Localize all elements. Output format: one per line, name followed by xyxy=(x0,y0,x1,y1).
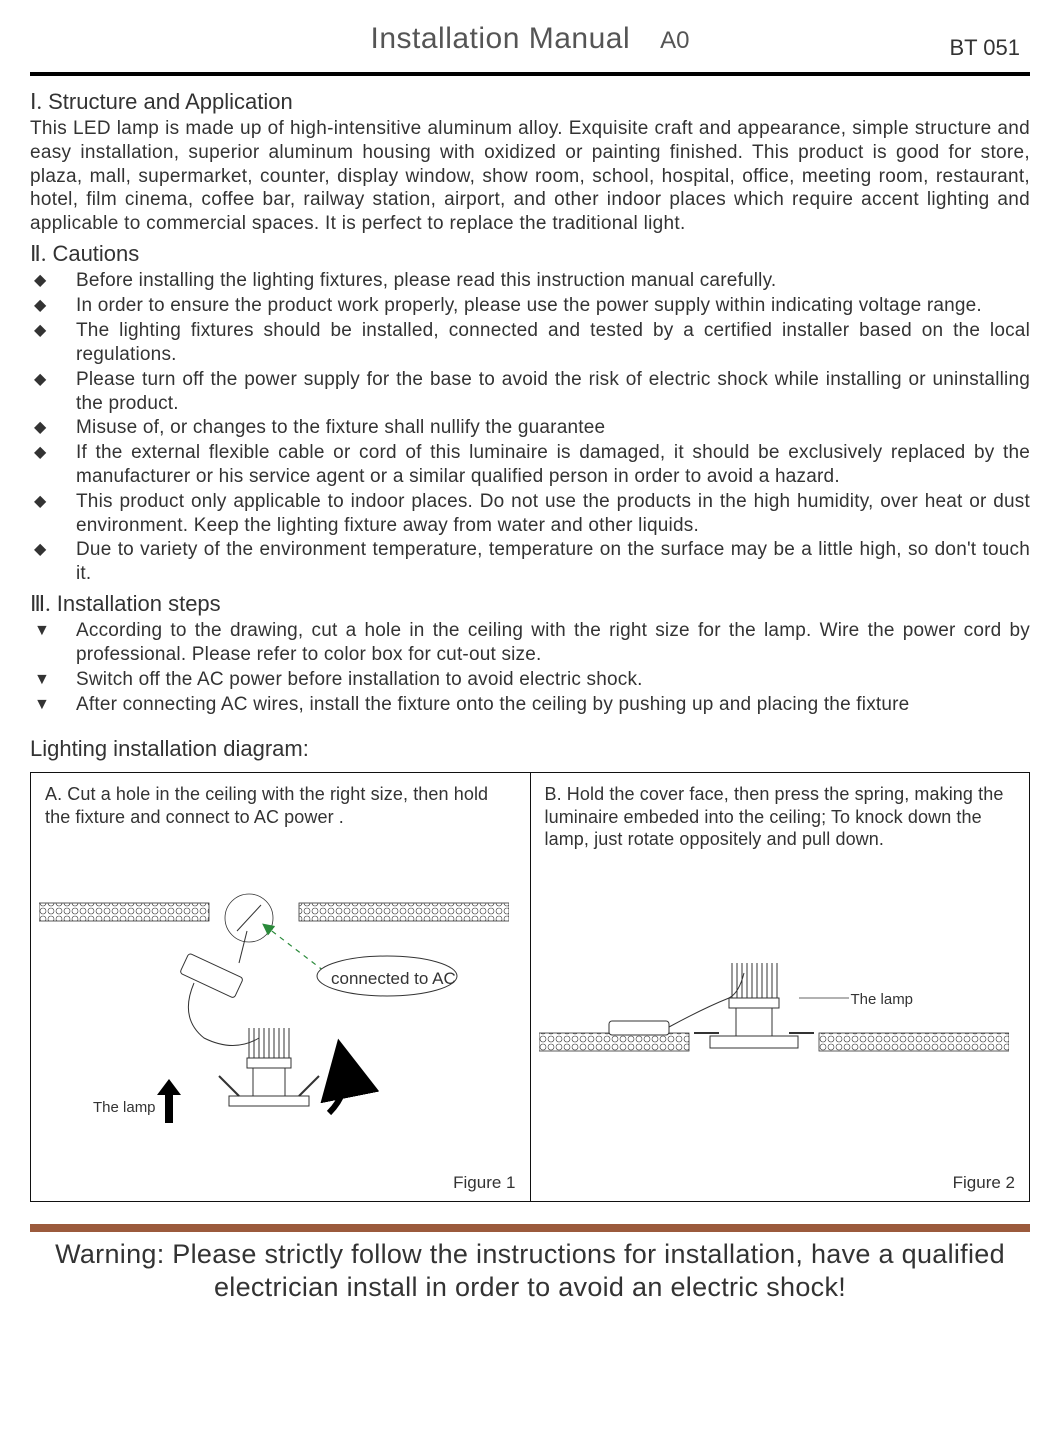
panel-a-lamp-label: The lamp xyxy=(93,1099,156,1118)
step-item: ▼Switch off the AC power before installa… xyxy=(30,668,1030,692)
header-revision: A0 xyxy=(660,26,689,56)
caution-item: ◆Misuse of, or changes to the fixture sh… xyxy=(30,416,1030,440)
diamond-bullet-icon: ◆ xyxy=(30,294,76,318)
diamond-bullet-icon: ◆ xyxy=(30,538,76,562)
step-item: ▼After connecting AC wires, install the … xyxy=(30,693,1030,717)
caution-item: ◆The lighting fixtures should be install… xyxy=(30,319,1030,367)
steps-list: ▼According to the drawing, cut a hole in… xyxy=(30,619,1030,717)
caution-item: ◆Please turn off the power supply for th… xyxy=(30,368,1030,416)
diagram-panel-a: A. Cut a hole in the ceiling with the ri… xyxy=(31,773,530,1201)
panel-b-svg xyxy=(539,843,1009,1163)
panel-b-lamp-label: The lamp xyxy=(851,991,914,1010)
triangle-bullet-icon: ▼ xyxy=(30,668,76,692)
header-title: Installation Manual xyxy=(370,20,630,58)
warning-bar xyxy=(30,1224,1030,1232)
diamond-bullet-icon: ◆ xyxy=(30,416,76,440)
warning-text: Warning: Please strictly follow the inst… xyxy=(30,1238,1030,1303)
diagram-panel-b: B. Hold the cover face, then press the s… xyxy=(530,773,1030,1201)
header-rule xyxy=(30,72,1030,76)
diamond-bullet-icon: ◆ xyxy=(30,441,76,465)
triangle-bullet-icon: ▼ xyxy=(30,619,76,643)
caution-item: ◆This product only applicable to indoor … xyxy=(30,490,1030,538)
up-arrow-icon xyxy=(157,1079,181,1123)
diagram-title: Lighting installation diagram: xyxy=(30,735,1030,763)
diamond-bullet-icon: ◆ xyxy=(30,319,76,343)
diagram-container: A. Cut a hole in the ceiling with the ri… xyxy=(30,772,1030,1202)
diamond-bullet-icon: ◆ xyxy=(30,490,76,514)
caution-item: ◆Due to variety of the environment tempe… xyxy=(30,538,1030,586)
header-code: BT 051 xyxy=(949,34,1020,62)
step-item: ▼According to the drawing, cut a hole in… xyxy=(30,619,1030,667)
diamond-bullet-icon: ◆ xyxy=(30,269,76,293)
caution-item: ◆If the external flexible cable or cord … xyxy=(30,441,1030,489)
section-3-heading: Ⅲ. Installation steps xyxy=(30,590,1030,618)
panel-a-caption: A. Cut a hole in the ceiling with the ri… xyxy=(45,783,516,828)
panel-a-ac-label: connected to AC xyxy=(331,968,456,989)
panel-b-figure-label: Figure 2 xyxy=(953,1172,1015,1193)
lamp-a-icon xyxy=(219,1028,319,1106)
caution-item: ◆Before installing the lighting fixtures… xyxy=(30,269,1030,293)
cautions-list: ◆Before installing the lighting fixtures… xyxy=(30,269,1030,586)
section-2-heading: Ⅱ. Cautions xyxy=(30,240,1030,268)
triangle-bullet-icon: ▼ xyxy=(30,693,76,717)
panel-a-figure-label: Figure 1 xyxy=(453,1172,515,1193)
caution-item: ◆In order to ensure the product work pro… xyxy=(30,294,1030,318)
page-header: Installation Manual A0 BT 051 xyxy=(30,20,1030,66)
section-1-body: This LED lamp is made up of high-intensi… xyxy=(30,117,1030,236)
diamond-bullet-icon: ◆ xyxy=(30,368,76,392)
section-1-heading: Ⅰ. Structure and Application xyxy=(30,88,1030,116)
panel-b-caption: B. Hold the cover face, then press the s… xyxy=(545,783,1016,851)
